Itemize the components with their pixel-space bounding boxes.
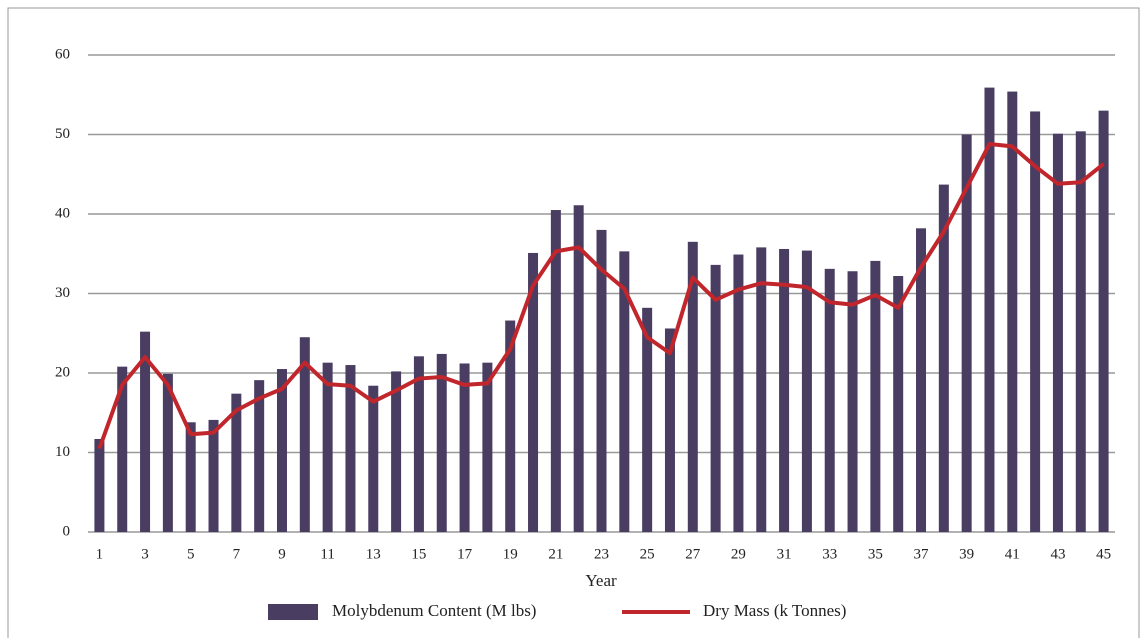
- x-tick-label: 3: [141, 546, 149, 562]
- x-tick-label: 19: [503, 546, 518, 562]
- bar: [756, 247, 767, 532]
- bar: [231, 393, 242, 532]
- bar: [391, 371, 402, 532]
- line: [97, 142, 1105, 450]
- bar: [893, 276, 904, 532]
- x-tick-label: 39: [959, 546, 974, 562]
- bar: [368, 385, 379, 532]
- bar: [140, 331, 151, 532]
- y-tick-label: 40: [55, 205, 70, 221]
- chart-border: [7, 7, 1140, 638]
- bar: [961, 134, 972, 532]
- bar: [162, 373, 173, 532]
- bar: [117, 366, 128, 532]
- legend-label: Dry Mass (k Tonnes): [703, 601, 846, 620]
- bar: [687, 241, 698, 532]
- bar: [208, 419, 219, 532]
- x-tick-label: 25: [640, 546, 655, 562]
- x-tick-label: 33: [822, 546, 837, 562]
- x-tick-label: 41: [1005, 546, 1020, 562]
- bar: [938, 184, 949, 532]
- bar: [185, 422, 196, 532]
- bar: [779, 248, 790, 533]
- bar: [322, 362, 333, 532]
- x-tick-label: 9: [278, 546, 286, 562]
- bar: [345, 365, 356, 532]
- x-tick-label: 11: [320, 546, 334, 562]
- bar: [482, 362, 493, 532]
- legend-label: Molybdenum Content (M lbs): [332, 601, 536, 620]
- bar: [573, 205, 584, 532]
- y-tick-label: 50: [55, 126, 70, 142]
- bar: [1052, 133, 1063, 532]
- x-tick-label: 23: [594, 546, 609, 562]
- x-tick-label: 27: [685, 546, 701, 562]
- bar: [1098, 110, 1109, 533]
- y-tick-label: 0: [63, 523, 71, 539]
- bar: [801, 250, 812, 532]
- bar: [276, 369, 287, 532]
- bar: [413, 356, 424, 532]
- x-tick-label: 29: [731, 546, 746, 562]
- bar: [1075, 131, 1086, 532]
- x-tick-label: 13: [366, 546, 381, 562]
- x-tick-label: 37: [914, 546, 930, 562]
- bar: [254, 380, 265, 532]
- x-tick-label: 31: [777, 546, 792, 562]
- bar: [1007, 91, 1018, 532]
- bar: [528, 252, 539, 532]
- bar: [550, 210, 561, 532]
- x-tick-label: 7: [233, 546, 241, 562]
- bar: [94, 438, 105, 532]
- bar: [436, 353, 447, 532]
- bar: [870, 260, 881, 532]
- bar: [642, 307, 653, 532]
- bar: [459, 363, 470, 532]
- bar: [505, 320, 516, 532]
- x-tick-label: 1: [96, 546, 104, 562]
- bar: [984, 87, 995, 532]
- x-tick-label: 43: [1050, 546, 1065, 562]
- legend-swatch: [268, 604, 318, 620]
- bar: [916, 228, 927, 532]
- bar: [824, 268, 835, 532]
- y-tick-label: 60: [55, 46, 70, 62]
- x-tick-label: 45: [1096, 546, 1111, 562]
- bar: [710, 264, 721, 532]
- y-tick-label: 20: [55, 364, 70, 380]
- y-tick-label: 10: [55, 444, 70, 460]
- x-tick-label: 21: [548, 546, 563, 562]
- y-tick-label: 30: [55, 285, 70, 301]
- bar: [1030, 111, 1041, 532]
- bar: [619, 251, 630, 533]
- bar: [664, 328, 675, 532]
- x-axis-label: Year: [585, 571, 617, 590]
- x-tick-label: 35: [868, 546, 883, 562]
- bar: [847, 271, 858, 532]
- x-tick-label: 15: [411, 546, 426, 562]
- bar: [733, 254, 744, 533]
- x-tick-label: 5: [187, 546, 195, 562]
- bar: [596, 229, 607, 532]
- x-tick-label: 17: [457, 546, 473, 562]
- bar: [299, 337, 310, 532]
